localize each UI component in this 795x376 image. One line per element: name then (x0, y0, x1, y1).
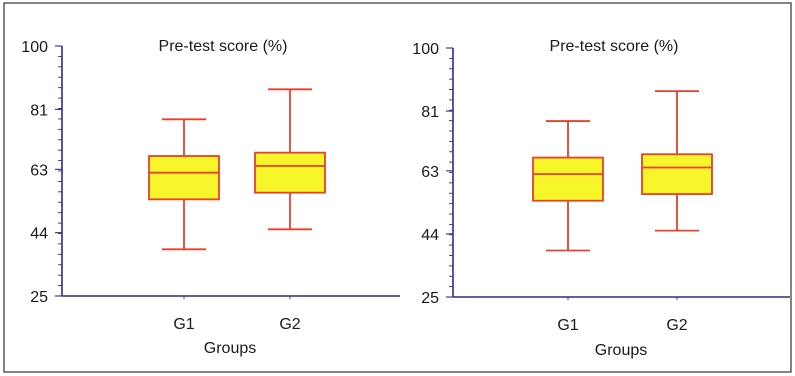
x-axis-label-right: Groups (595, 342, 647, 359)
box-g1-right (532, 156, 604, 202)
y-tick-label-right: 44 (421, 227, 439, 244)
y-tick-label-right: 63 (421, 164, 439, 181)
y-tick-label-left: 44 (30, 226, 48, 243)
chart-title-left: Pre-test score (%) (159, 38, 288, 55)
x-tick-label-g1-left: G1 (173, 316, 194, 333)
y-tick-label-left: 100 (21, 39, 48, 56)
y-tick-label-right: 81 (421, 104, 439, 121)
y-tick-label-left: 63 (30, 162, 48, 179)
box-g2-right (641, 153, 713, 195)
y-tick-label-left: 25 (30, 289, 48, 306)
chart-panel-left: 25 44 63 81 100 G1 G2 (21, 39, 400, 333)
box-g2-left (254, 151, 326, 194)
chart-title-right: Pre-test score (%) (550, 38, 679, 55)
x-axis-label-left: Groups (204, 340, 256, 357)
x-tick-label-g2-left: G2 (279, 316, 300, 333)
y-tick-label-left: 81 (30, 102, 48, 119)
x-tick-label-g1-right: G1 (557, 317, 578, 334)
chart-panel-right: 25 44 63 81 100 G1 G2 (412, 41, 790, 334)
y-tick-label-right: 25 (421, 290, 439, 307)
y-tick-label-right: 100 (412, 41, 439, 58)
x-tick-label-g2-right: G2 (666, 317, 687, 334)
box-g1-left (148, 155, 220, 201)
